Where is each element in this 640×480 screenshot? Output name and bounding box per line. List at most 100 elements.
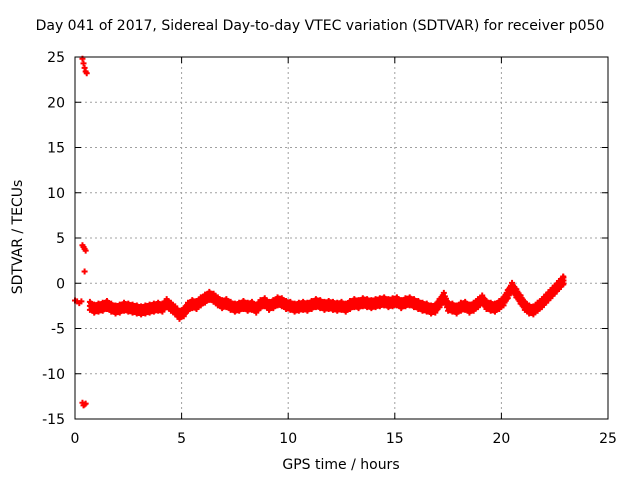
data-point — [261, 295, 268, 302]
data-point — [103, 305, 110, 312]
data-point — [257, 297, 264, 304]
data-point — [206, 296, 213, 303]
data-point — [453, 310, 460, 317]
data-point — [108, 308, 115, 315]
data-point — [436, 304, 443, 311]
x-tick-label: 10 — [279, 431, 297, 447]
data-point — [278, 303, 285, 310]
y-tick-label: 10 — [47, 186, 65, 202]
data-point — [449, 308, 456, 315]
data-point — [440, 289, 447, 296]
data-point — [393, 302, 400, 309]
y-tick-label: 5 — [56, 231, 65, 247]
chart-title: Day 041 of 2017, Sidereal Day-to-day VTE… — [35, 18, 605, 34]
data-point — [317, 305, 324, 312]
data-point — [180, 305, 187, 312]
data-point — [534, 307, 541, 314]
data-point — [423, 308, 430, 315]
data-point — [496, 305, 503, 312]
data-point — [483, 297, 490, 304]
data-point — [513, 294, 520, 301]
data-point — [83, 70, 90, 77]
data-point — [167, 299, 174, 306]
x-axis-label: GPS time / hours — [282, 457, 400, 473]
data-point — [176, 315, 183, 322]
data-point — [227, 298, 234, 305]
y-tick-label: 15 — [47, 141, 65, 157]
data-point — [248, 306, 255, 313]
data-point — [78, 298, 85, 305]
data-point — [338, 298, 345, 305]
data-point — [159, 308, 166, 315]
data-point — [521, 298, 528, 305]
data-point — [227, 306, 234, 313]
data-point — [81, 64, 88, 71]
y-ticks: -15 -10 -5 0 5 10 15 20 25 — [42, 50, 608, 428]
data-point — [214, 302, 221, 309]
data-point — [82, 400, 89, 407]
data-point — [116, 309, 123, 316]
data-point — [308, 297, 315, 304]
data-point — [103, 297, 110, 304]
data-point — [398, 297, 405, 304]
data-point — [479, 300, 486, 307]
y-tick-label: -10 — [42, 367, 65, 383]
data-point — [355, 305, 362, 312]
data-point — [172, 303, 179, 310]
data-point — [423, 300, 430, 307]
data-point — [270, 305, 277, 312]
data-point — [462, 306, 469, 313]
data-point — [474, 304, 481, 311]
data-point — [197, 302, 204, 309]
data-point — [317, 297, 324, 304]
data-point — [436, 296, 443, 303]
data-point — [86, 306, 93, 313]
data-point — [236, 299, 243, 306]
data-point — [530, 311, 537, 318]
data-point — [509, 287, 516, 294]
data-point — [308, 305, 315, 312]
data-point — [410, 296, 417, 303]
data-point — [342, 308, 349, 315]
x-tick-label: 15 — [386, 431, 404, 447]
data-point — [108, 300, 115, 307]
data-point — [440, 297, 447, 304]
data-point — [479, 292, 486, 299]
data-point — [86, 298, 93, 305]
data-point — [355, 297, 362, 304]
y-tick-label: 0 — [56, 276, 65, 292]
data-point — [432, 301, 439, 308]
data-series — [72, 55, 567, 409]
data-point — [547, 295, 554, 302]
data-point — [410, 304, 417, 311]
data-point — [214, 294, 221, 301]
data-point — [406, 302, 413, 309]
data-point — [202, 291, 209, 298]
data-point — [287, 298, 294, 305]
x-tick-label: 5 — [177, 431, 186, 447]
data-point — [210, 290, 217, 297]
data-point — [551, 290, 558, 297]
data-point — [398, 305, 405, 312]
data-point — [347, 297, 354, 304]
data-point — [342, 300, 349, 307]
data-point — [304, 299, 311, 306]
data-point — [80, 60, 87, 67]
data-point — [184, 307, 191, 314]
data-point — [453, 302, 460, 309]
data-point — [509, 279, 516, 286]
data-point — [406, 294, 413, 301]
data-point — [180, 313, 187, 320]
data-point — [381, 294, 388, 301]
data-point — [381, 302, 388, 309]
data-point — [504, 295, 511, 302]
data-point — [513, 286, 520, 293]
data-point — [197, 294, 204, 301]
data-point — [347, 305, 354, 312]
data-point — [470, 307, 477, 314]
y-tick-label: -5 — [51, 322, 65, 338]
data-point — [415, 297, 422, 304]
data-point — [236, 307, 243, 314]
data-point — [184, 299, 191, 306]
